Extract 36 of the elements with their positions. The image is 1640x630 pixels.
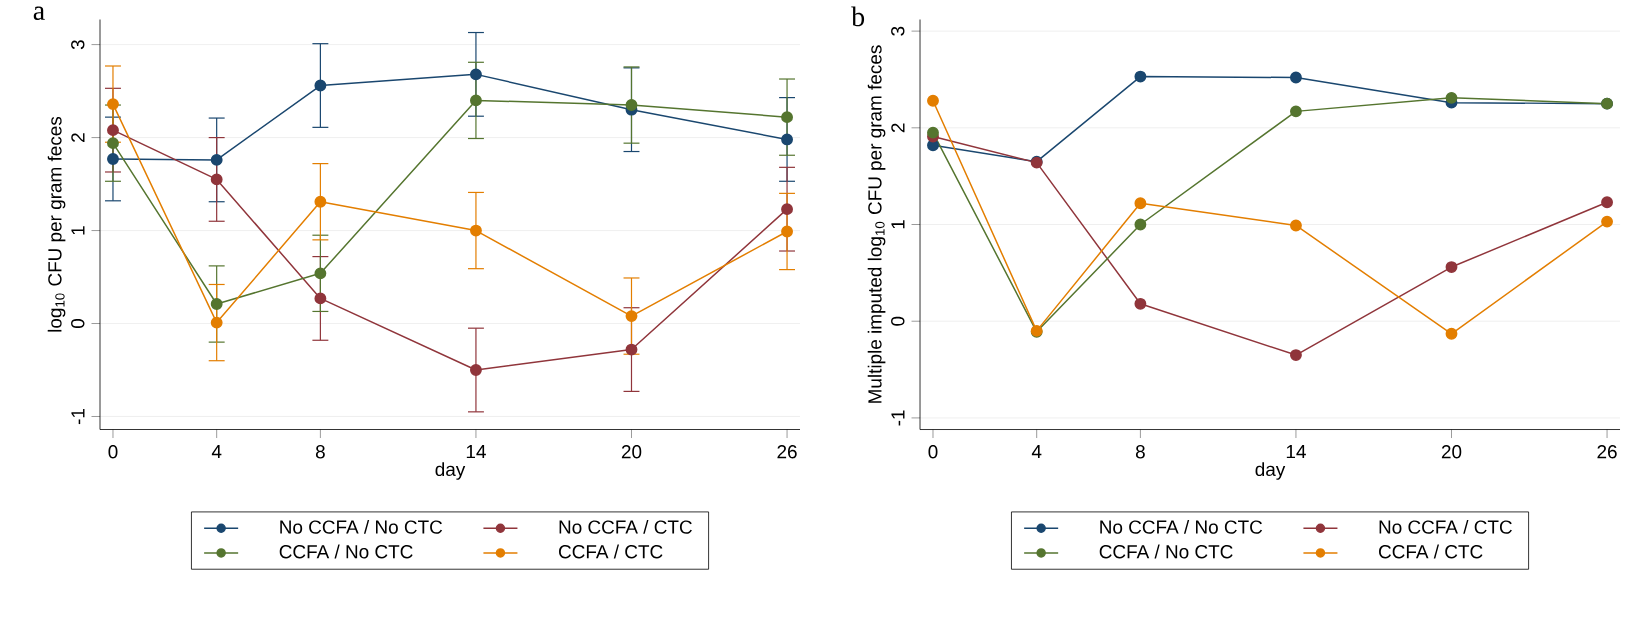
x-tick-label: 20 (1441, 445, 1462, 459)
x-tick-label: 14 (466, 445, 486, 459)
legend-label: No CCFA / CTC (559, 520, 692, 535)
chart-title: b (851, 6, 865, 27)
y-tick-label: 1 (891, 220, 905, 229)
y-axis-title: Multiple imputed log$_{10}$ CFU per gram feces (867, 45, 886, 404)
x-tick-label: 0 (108, 445, 118, 459)
y-tick-label: 1 (71, 226, 85, 235)
legend-label: CCFA / CTC (1379, 544, 1483, 559)
y-tick-label: -1 (891, 410, 905, 426)
x-tick-label: 0 (928, 445, 938, 459)
x-tick-label: 20 (621, 445, 642, 459)
legend-label: No CCFA / No CTC (1100, 520, 1263, 535)
y-tick-label: 0 (891, 316, 905, 326)
y-tick-label: -1 (71, 409, 85, 425)
chart-title: a (33, 6, 45, 21)
x-tick-label: 26 (1597, 445, 1617, 459)
x-axis-title: day (1255, 462, 1286, 481)
y-tick-label: 0 (71, 319, 85, 329)
y-tick-label: 2 (71, 133, 85, 143)
legend-label: CCFA / No CTC (1099, 544, 1233, 559)
legend-label: No CCFA / CTC (1379, 520, 1512, 535)
y-tick-label: 3 (891, 26, 905, 36)
legend-label: No CCFA / No CTC (280, 520, 443, 535)
legend-label: CCFA / CTC (559, 544, 663, 559)
x-tick-label: 8 (315, 445, 325, 459)
x-tick-label: 4 (1031, 445, 1042, 459)
y-axis-title: log$_{10}$ CFU per gram feces (47, 117, 66, 332)
x-tick-label: 4 (211, 445, 222, 459)
x-axis-title: day (435, 462, 466, 481)
x-tick-label: 26 (777, 445, 797, 459)
y-tick-label: 3 (71, 40, 85, 50)
y-tick-label: 2 (891, 123, 905, 133)
legend-label: CCFA / No CTC (279, 544, 413, 559)
x-tick-label: 8 (1135, 445, 1145, 459)
x-tick-label: 14 (1286, 445, 1306, 459)
